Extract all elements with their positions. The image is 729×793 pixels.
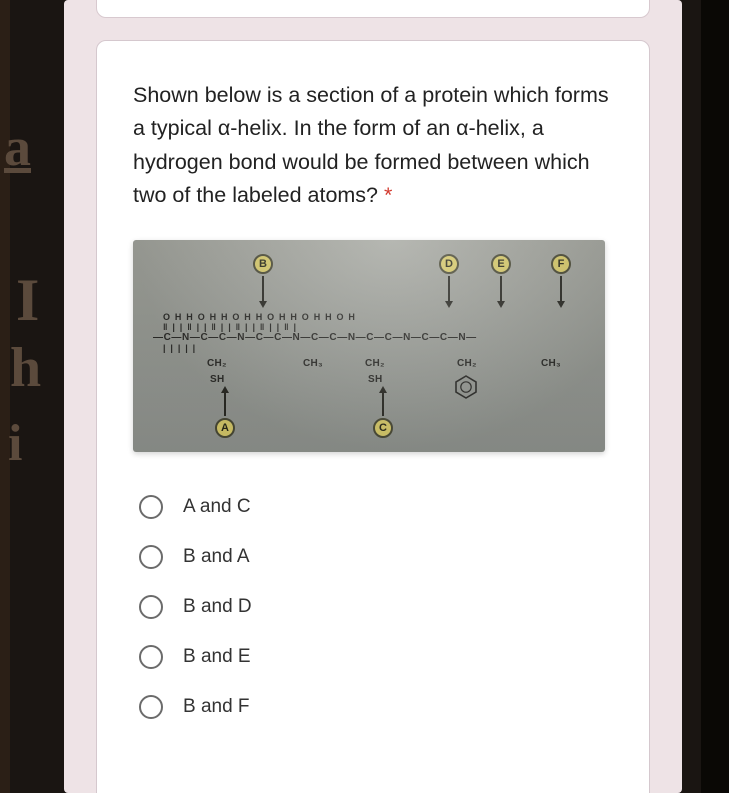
option-label: B and F bbox=[183, 696, 250, 718]
chem-main-chain: —C—N—C—C—N—C—C—N—C—C—N—C—C—N—C—C—N— bbox=[153, 332, 477, 343]
option-b-and-a[interactable]: B and A bbox=[133, 532, 613, 582]
option-b-and-f[interactable]: B and F bbox=[133, 682, 613, 732]
chem-sidechain: SH bbox=[210, 374, 225, 385]
radio-icon bbox=[139, 495, 163, 519]
chem-sidechain: CH₃ bbox=[303, 358, 323, 369]
chem-bond-row: ‖ | | ‖ | | ‖ | | ‖ | | ‖ | | ‖ | bbox=[163, 322, 297, 332]
option-b-and-e[interactable]: B and E bbox=[133, 632, 613, 682]
chem-top-row: O H H O H H O H H O H H O H H O H bbox=[163, 312, 356, 322]
arrow-f bbox=[560, 276, 562, 302]
required-asterisk: * bbox=[384, 183, 392, 207]
radio-icon bbox=[139, 595, 163, 619]
arrow-a bbox=[224, 392, 226, 416]
option-b-and-d[interactable]: B and D bbox=[133, 582, 613, 632]
chem-sidechain: CH₂ bbox=[457, 358, 477, 369]
phone-bezel bbox=[701, 0, 729, 793]
radio-icon bbox=[139, 645, 163, 669]
ambient-text: h bbox=[10, 336, 41, 400]
ambient-text: I bbox=[16, 266, 39, 335]
radio-icon bbox=[139, 695, 163, 719]
options-group: A and C B and A B and D B and E B and F bbox=[133, 482, 613, 732]
diagram-label-d: D bbox=[439, 254, 459, 274]
option-label: B and A bbox=[183, 546, 250, 568]
chem-sidechain: CH₂ bbox=[207, 358, 227, 369]
chem-sidechain: CH₂ bbox=[365, 358, 385, 369]
radio-icon bbox=[139, 545, 163, 569]
chem-sidechain: CH₃ bbox=[541, 358, 561, 369]
diagram-label-a: A bbox=[215, 418, 235, 438]
protein-diagram: B D E F O H H O H H O H H O H H O H H O … bbox=[133, 240, 605, 452]
option-label: A and C bbox=[183, 496, 251, 518]
ambient-text: i bbox=[8, 414, 22, 473]
arrow-d bbox=[448, 276, 450, 302]
diagram-label-b: B bbox=[253, 254, 273, 274]
benzene-icon bbox=[453, 374, 479, 400]
chem-below-row: | | | | | bbox=[163, 343, 196, 353]
option-a-and-c[interactable]: A and C bbox=[133, 482, 613, 532]
previous-card-edge bbox=[96, 0, 650, 18]
question-body: Shown below is a section of a protein wh… bbox=[133, 83, 609, 207]
arrow-b bbox=[262, 276, 264, 302]
question-text: Shown below is a section of a protein wh… bbox=[133, 79, 613, 212]
arrow-e bbox=[500, 276, 502, 302]
diagram-label-c: C bbox=[373, 418, 393, 438]
arrow-c bbox=[382, 392, 384, 416]
option-label: B and D bbox=[183, 596, 252, 618]
option-label: B and E bbox=[183, 646, 251, 668]
phone-screen: Shown below is a section of a protein wh… bbox=[64, 0, 682, 793]
ambient-text: a bbox=[4, 116, 31, 178]
chem-sidechain: SH bbox=[368, 374, 383, 385]
question-card: Shown below is a section of a protein wh… bbox=[96, 40, 650, 793]
diagram-label-e: E bbox=[491, 254, 511, 274]
diagram-label-f: F bbox=[551, 254, 571, 274]
